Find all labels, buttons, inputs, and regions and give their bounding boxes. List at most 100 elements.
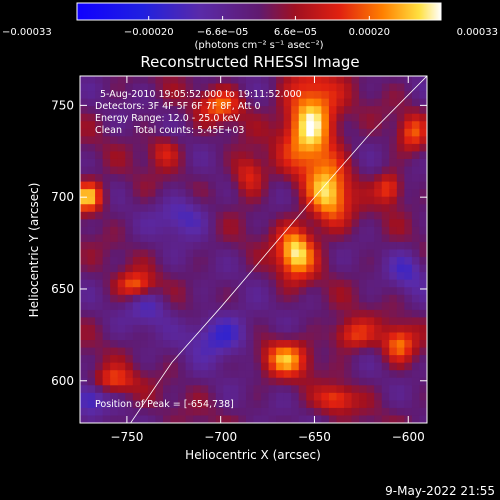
heatmap-cell [291,241,300,251]
heatmap-cell [230,181,240,190]
heatmap-cell [238,392,247,401]
heatmap-cell [208,294,217,303]
heatmap-cell [276,91,285,100]
heatmap-cell [185,76,194,85]
heatmap-cell [162,189,172,198]
heatmap-cell [268,324,277,334]
heatmap-cell [87,234,96,243]
heatmap-cell [215,113,224,122]
heatmap-cell [117,128,126,137]
heatmap-cell [283,151,292,160]
heatmap-cell [374,189,383,198]
heatmap-cell [328,324,338,334]
heatmap-cell [170,415,179,423]
heatmap-cell [374,83,383,92]
heatmap-cell [306,294,315,303]
heatmap-cell [419,91,427,100]
heatmap-cell [283,309,292,318]
heatmap-cell [283,196,292,205]
heatmap-cell [208,76,217,85]
heatmap-cell [313,128,322,137]
heatmap-cell [411,249,421,258]
heatmap-cell [95,98,104,107]
heatmap-cell [132,347,141,356]
heatmap-cell [193,407,202,417]
heatmap-cell [178,362,187,371]
heatmap-cell [102,415,111,423]
heatmap-cell [185,370,194,379]
heatmap-cell [110,355,119,364]
heatmap-cell [253,106,262,115]
heatmap-cell [261,249,270,258]
heatmap-cell [117,158,126,168]
heatmap-cell [336,355,345,364]
heatmap-cell [396,309,405,318]
heatmap-cell [125,166,134,175]
heatmap-cell [366,400,375,409]
heatmap-cell [132,166,141,175]
heatmap-cell [245,279,255,288]
heatmap-cell [351,128,360,137]
heatmap-cell [223,158,232,168]
heatmap-cell [321,106,330,115]
heatmap-cell [87,174,96,183]
heatmap-cell [147,83,157,92]
heatmap-cell [200,181,209,190]
heatmap-cell [283,76,292,85]
heatmap-cell [178,83,187,92]
heatmap-cell [102,76,111,85]
heatmap-cell [328,385,338,394]
heatmap-cell [95,294,104,303]
heatmap-cell [132,189,141,198]
footer-timestamp: 9-May-2022 21:55 [385,484,495,498]
heatmap-cell [155,83,164,92]
heatmap-cell [125,189,134,198]
heatmap-cell [110,264,119,273]
heatmap-cell [261,407,270,417]
heatmap-cell [245,83,255,92]
heatmap-cell [170,226,179,236]
heatmap-cell [419,196,427,205]
heatmap-cell [351,287,360,296]
heatmap-cell [117,76,126,85]
heatmap-cell [95,249,104,258]
heatmap-cell [223,136,232,145]
heatmap-cell [80,347,89,356]
heatmap-cell [245,415,255,423]
heatmap-cell [155,151,164,160]
heatmap-cell [381,143,390,153]
heatmap-cell [80,98,89,107]
heatmap-cell [245,302,255,311]
heatmap-cell [411,211,421,220]
heatmap-cell [419,136,427,145]
heatmap-cell [117,166,126,175]
heatmap-cell [215,83,224,92]
heatmap-cell [404,98,413,107]
heatmap-cell [351,294,360,303]
heatmap-cell [200,166,209,175]
heatmap-cell [87,241,96,251]
heatmap-cell [132,332,141,341]
heatmap-cell [178,91,187,100]
heatmap-cell [87,257,96,266]
heatmap-cell [359,76,368,85]
heatmap-cell [238,98,247,107]
heatmap-cell [132,234,141,243]
y-tick-label: 600 [51,374,74,388]
heatmap-cell [411,415,421,423]
heatmap-cell [313,370,322,379]
heatmap-cell [125,272,134,281]
heatmap-cell [336,76,345,85]
heatmap-cell [359,257,368,266]
heatmap-cell [230,332,240,341]
heatmap-cell [185,241,194,251]
heatmap-cell [396,113,405,122]
heatmap-cell [223,113,232,122]
heatmap-cell [155,407,164,417]
heatmap-cell [276,287,285,296]
heatmap-cell [313,302,322,311]
heatmap-cell [374,249,383,258]
heatmap-cell [193,415,202,423]
heatmap-cell [215,415,224,423]
heatmap-cell [200,174,209,183]
